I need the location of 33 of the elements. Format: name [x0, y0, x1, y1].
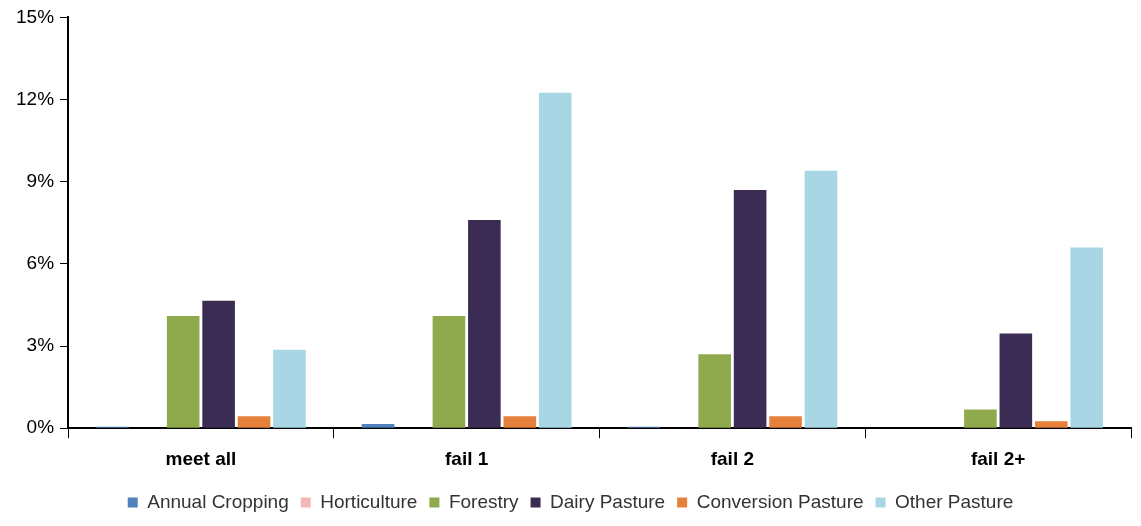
bar	[237, 416, 271, 428]
legend-label: Annual Cropping	[147, 490, 289, 512]
bar	[769, 416, 802, 428]
bar	[503, 416, 537, 428]
legend-label: Forestry	[448, 490, 520, 512]
y-tick-label: 15%	[16, 5, 55, 27]
bar	[361, 424, 395, 428]
y-tick-label: 0%	[26, 416, 55, 438]
x-tick-label: fail 1	[444, 447, 489, 469]
y-tick-label: 3%	[26, 334, 55, 356]
bar	[432, 315, 466, 428]
bar	[698, 354, 731, 428]
legend-label: Dairy Pasture	[550, 490, 666, 512]
bar	[1070, 247, 1104, 428]
bar	[964, 409, 997, 428]
x-tick-label: fail 2+	[970, 447, 1026, 469]
bar	[1034, 421, 1068, 428]
legend-label: Conversion Pasture	[696, 490, 864, 512]
y-tick-label: 9%	[26, 169, 55, 191]
y-tick-label: 12%	[16, 87, 55, 109]
legend-label: Horticulture	[320, 490, 418, 512]
bar	[202, 300, 235, 428]
x-tick-label: fail 2	[710, 447, 755, 469]
bar	[468, 220, 501, 428]
bar	[166, 315, 200, 428]
y-tick-label: 6%	[26, 252, 55, 274]
bar	[804, 170, 838, 428]
legend-label: Other Pasture	[895, 490, 1014, 512]
bar	[273, 349, 306, 428]
bar	[538, 92, 572, 428]
bar	[999, 333, 1033, 428]
x-tick-label: meet all	[165, 447, 237, 469]
bar	[733, 189, 767, 428]
